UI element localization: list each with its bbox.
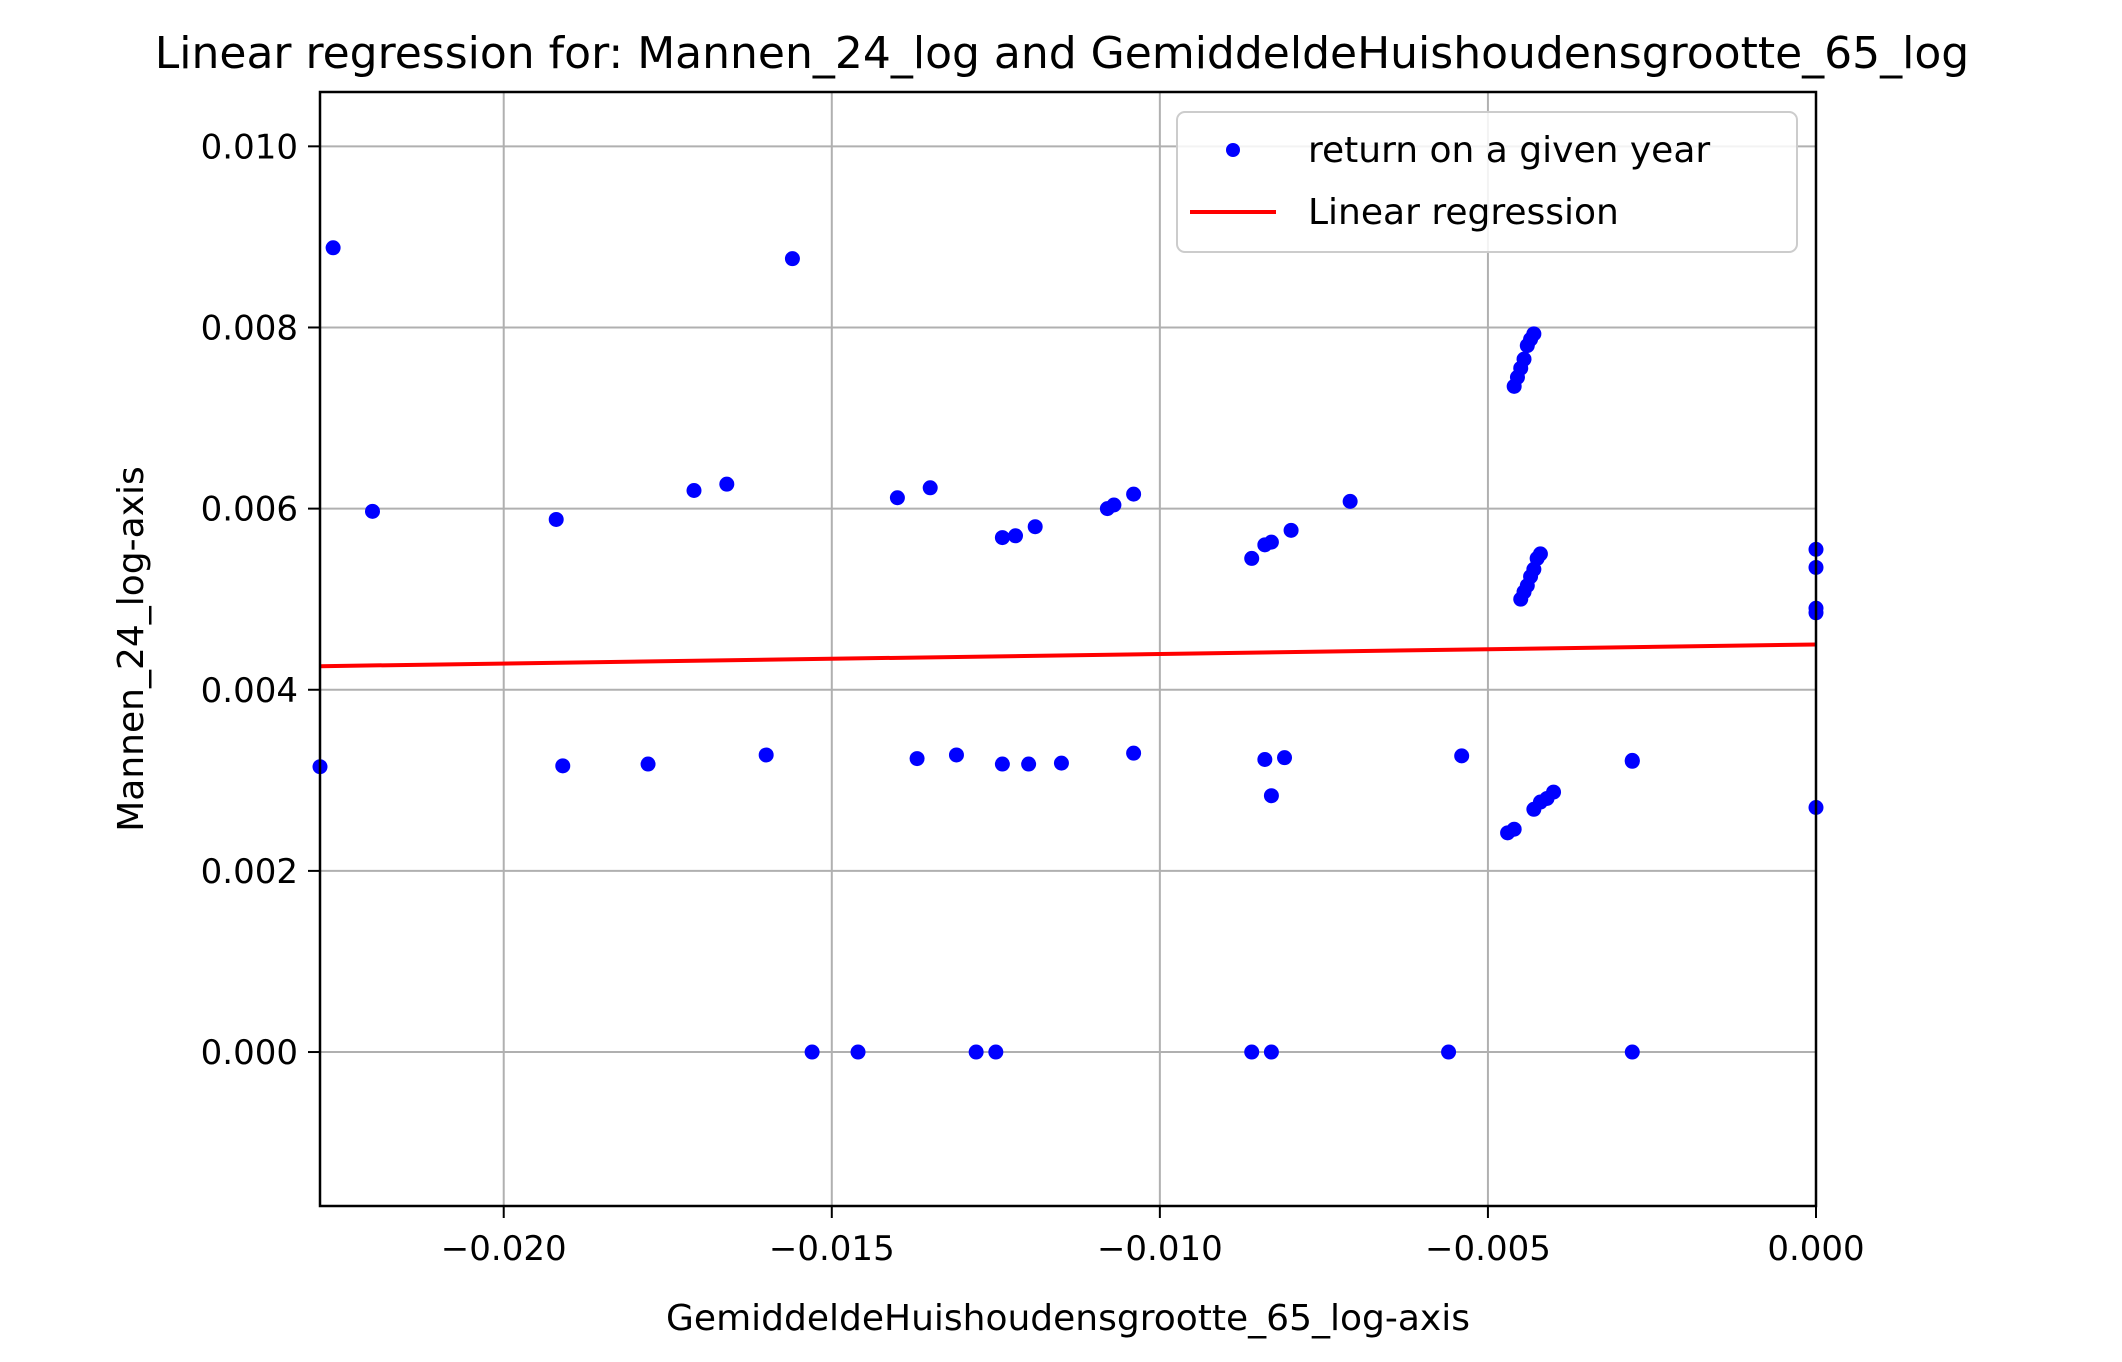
y-tick-label: 0.006 (201, 490, 298, 530)
data-point (968, 1044, 984, 1060)
data-point (364, 503, 380, 519)
legend-marker-scatter (1226, 143, 1240, 157)
data-point (1283, 522, 1299, 538)
legend-label-regression: Linear regression (1308, 192, 1619, 233)
data-point (1244, 1044, 1260, 1060)
data-point (909, 751, 925, 767)
data-point (1454, 748, 1470, 764)
data-point (1027, 519, 1043, 535)
regression-line (319, 642, 1817, 669)
x-axis-label: GemiddeldeHuishoudensgrootte_65_log-axis (666, 1298, 1470, 1339)
x-tick-label: −0.020 (441, 1229, 567, 1269)
regression-line-layer (319, 642, 1817, 669)
data-point (1244, 550, 1260, 566)
data-point (719, 476, 735, 492)
data-point (1624, 752, 1640, 768)
data-point (1263, 788, 1279, 804)
x-tick-label: −0.005 (1425, 1229, 1551, 1269)
data-point (640, 756, 656, 772)
data-point (804, 1044, 820, 1060)
y-tick-label: 0.004 (201, 671, 298, 711)
data-point (758, 747, 774, 763)
data-point (555, 758, 571, 774)
data-point (1546, 784, 1562, 800)
legend: return on a given year Linear regression (1176, 111, 1798, 253)
axis-ticks: −0.020 −0.015 −0.010 −0.005 0.000 0.000 0.002 0… (201, 127, 1865, 1269)
data-point (1506, 821, 1522, 837)
data-point (1441, 1044, 1457, 1060)
data-point (1342, 493, 1358, 509)
data-point (1021, 756, 1037, 772)
y-tick-label: 0.008 (201, 308, 298, 348)
data-point (686, 483, 702, 499)
data-point (1126, 745, 1142, 761)
data-point (1263, 534, 1279, 550)
data-point (1624, 1044, 1640, 1060)
data-point (994, 756, 1010, 772)
data-point (850, 1044, 866, 1060)
data-point (1126, 486, 1142, 502)
x-tick-label: −0.015 (769, 1229, 895, 1269)
data-point (948, 747, 964, 763)
scatter-points (312, 240, 1824, 1060)
data-point (1532, 546, 1548, 562)
y-tick-label: 0.002 (201, 852, 298, 892)
data-point (325, 240, 341, 256)
x-tick-label: 0.000 (1767, 1229, 1864, 1269)
data-point (1277, 750, 1293, 766)
x-tick-label: −0.010 (1097, 1229, 1223, 1269)
data-point (1106, 497, 1122, 513)
legend-box (1176, 111, 1798, 253)
y-tick-label: 0.000 (201, 1033, 298, 1073)
y-tick-label: 0.010 (201, 127, 298, 167)
data-point (889, 490, 905, 506)
y-axis-label: Mannen_24_log-axis (111, 466, 152, 832)
plot-frame (318, 90, 1818, 1208)
data-point (784, 251, 800, 267)
chart-title: Linear regression for: Mannen_24_log and… (155, 28, 1969, 79)
legend-label-scatter: return on a given year (1308, 130, 1710, 171)
data-point (1516, 351, 1532, 367)
data-point (994, 530, 1010, 546)
data-point (1008, 528, 1024, 544)
data-point (1053, 755, 1069, 771)
data-point (1263, 1044, 1279, 1060)
data-point (548, 511, 564, 527)
data-point (988, 1044, 1004, 1060)
data-point (1257, 751, 1273, 767)
data-point (922, 480, 938, 496)
data-point (1526, 326, 1542, 342)
